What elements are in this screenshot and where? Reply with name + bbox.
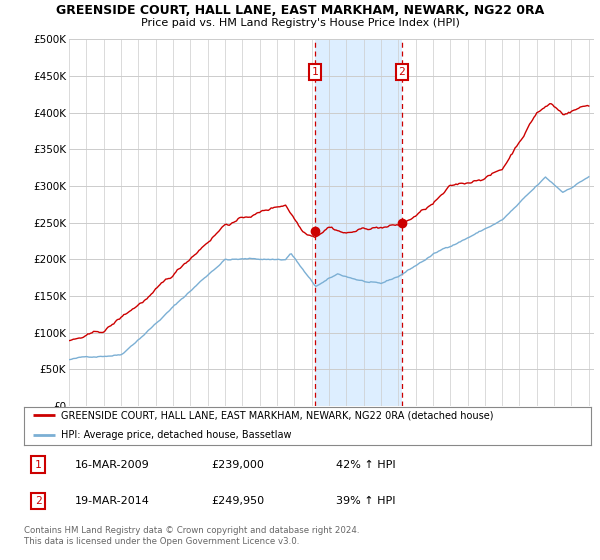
Text: Price paid vs. HM Land Registry's House Price Index (HPI): Price paid vs. HM Land Registry's House … xyxy=(140,18,460,29)
Text: GREENSIDE COURT, HALL LANE, EAST MARKHAM, NEWARK, NG22 0RA (detached house): GREENSIDE COURT, HALL LANE, EAST MARKHAM… xyxy=(61,410,493,421)
Text: 39% ↑ HPI: 39% ↑ HPI xyxy=(336,496,395,506)
Text: 1: 1 xyxy=(312,67,319,77)
Text: HPI: Average price, detached house, Bassetlaw: HPI: Average price, detached house, Bass… xyxy=(61,430,292,440)
Text: 19-MAR-2014: 19-MAR-2014 xyxy=(75,496,150,506)
Text: £249,950: £249,950 xyxy=(211,496,264,506)
Text: 42% ↑ HPI: 42% ↑ HPI xyxy=(336,460,395,470)
Text: Contains HM Land Registry data © Crown copyright and database right 2024.
This d: Contains HM Land Registry data © Crown c… xyxy=(24,526,359,546)
Text: 2: 2 xyxy=(35,496,41,506)
Text: 16-MAR-2009: 16-MAR-2009 xyxy=(75,460,150,470)
Text: 2: 2 xyxy=(398,67,405,77)
Text: £239,000: £239,000 xyxy=(211,460,264,470)
Text: 1: 1 xyxy=(35,460,41,470)
Text: GREENSIDE COURT, HALL LANE, EAST MARKHAM, NEWARK, NG22 0RA: GREENSIDE COURT, HALL LANE, EAST MARKHAM… xyxy=(56,4,544,17)
Bar xyxy=(315,39,402,406)
